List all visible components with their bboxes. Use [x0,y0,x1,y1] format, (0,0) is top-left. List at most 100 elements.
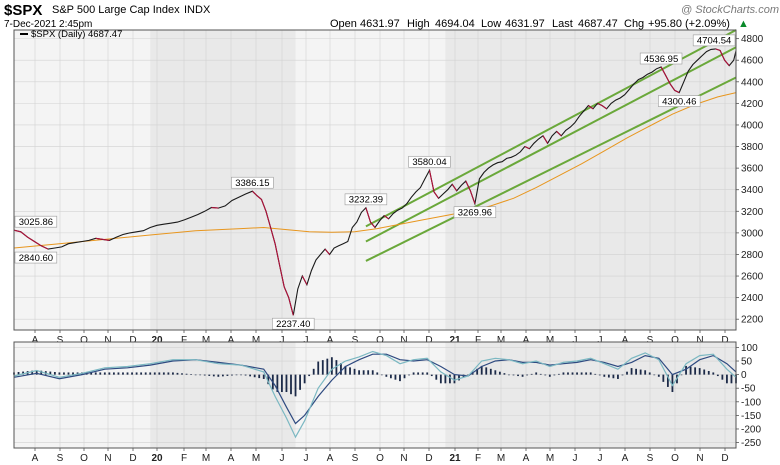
annotation-label: 4300.46 [662,96,696,107]
histogram-bar [103,372,106,375]
histogram-bar [603,374,606,377]
histogram-bar [685,365,687,375]
histogram-bar [358,370,361,375]
histogram-bar [312,368,315,375]
x-month-label: N [696,335,703,346]
annotation-box [272,317,315,330]
x-month-label: N [400,453,407,464]
annotation-label: 2840.60 [19,253,53,264]
last-label: Last [552,18,573,30]
price-panel-border [13,29,737,331]
histogram-bar [199,374,202,376]
histogram-bar [607,374,610,378]
x-month-label: D [129,453,136,464]
y-tick-label: 2400 [741,293,764,304]
legend-swatch [20,33,28,35]
histogram-bar [290,374,292,395]
price-down-segment [211,206,219,209]
y-tick-label: 3000 [741,228,764,239]
histogram-bar [181,373,183,375]
x-month-label: D [721,453,728,464]
oscillator-gridlines [14,342,736,448]
x-month-label: S [57,453,64,464]
oscillator-fast-line [13,350,737,439]
y-tick-label: -100 [741,397,761,408]
histogram-bar [530,373,533,375]
x-month-label: O [671,335,679,346]
x-month-label: M [497,335,505,346]
price-down-segment [365,207,371,223]
histogram-bar [149,372,152,375]
histogram-bar [22,371,24,375]
histogram-bar [730,374,733,384]
histogram-bar [90,372,93,375]
x-month-label: N [400,335,407,346]
histogram-bar [612,374,615,379]
histogram-bar [108,372,111,375]
channel-line [365,46,737,243]
y-tick-label: 2600 [741,272,764,283]
x-month-label: J [304,453,309,464]
price-down-segment [95,237,103,240]
y-tick-label: 100 [741,343,758,354]
shaded-band [445,30,736,330]
histogram-bar [435,374,438,380]
histogram-bar [553,374,556,376]
histogram-bar [258,374,261,379]
histogram-bar [712,372,715,375]
x-month-label: J [573,335,578,346]
x-month-label: M [202,453,210,464]
histogram-bar [576,372,578,375]
x-month-label: D [425,335,432,346]
price-down-segment [256,195,262,200]
shaded-band [150,342,296,448]
histogram-bar [494,370,497,375]
price-down-segment [465,180,471,192]
y-tick-label: 2200 [741,315,764,326]
y-tick-label: -50 [741,384,756,395]
x-month-label: F [181,453,187,464]
histogram-bar [17,372,20,375]
annotation-label: 4536.95 [644,54,678,65]
histogram-bar [503,373,506,375]
histogram-bar [430,374,433,377]
x-month-label: N [104,335,111,346]
annotation-box [14,251,58,264]
histogram-bar [453,374,456,384]
x-month-label: M [546,453,554,464]
x-month-label: A [622,453,629,464]
x-month-label: M [546,335,554,346]
histogram-bar [344,365,347,375]
watermark: @ StockCharts.com [681,4,779,16]
x-month-label: A [327,453,334,464]
y-tick-label: 4800 [741,34,764,45]
histogram-bar [680,374,683,376]
price-down-segment [433,191,440,199]
x-year-label: 21 [449,453,461,464]
histogram-bar [217,374,220,377]
annotation-box [408,155,451,168]
y-tick-label: 0 [741,370,747,381]
y-tick-label: 4600 [741,56,764,67]
histogram-bar [489,368,492,375]
histogram-bar [190,374,192,375]
histogram-bar [294,374,297,397]
histogram-bar [299,374,301,390]
y-tick-label: -250 [741,438,761,449]
x-month-label: N [104,453,111,464]
histogram-bar [389,374,392,379]
histogram-bar [244,374,247,376]
x-month-label: M [252,335,260,346]
histogram-bar [308,374,311,377]
y-tick-label: 2800 [741,250,764,261]
histogram-bar [558,373,560,375]
price-down-segment [41,245,49,250]
price-panel: 3025.86 2840.60 3386.15 2237.40 3232.39 3580.… [13,29,764,346]
price-down-segment [719,50,726,61]
histogram-bar [598,374,601,376]
price-down-segment [20,231,28,238]
price-down-segment [301,275,308,285]
histogram-bar [303,374,306,384]
histogram-bar [707,370,710,375]
